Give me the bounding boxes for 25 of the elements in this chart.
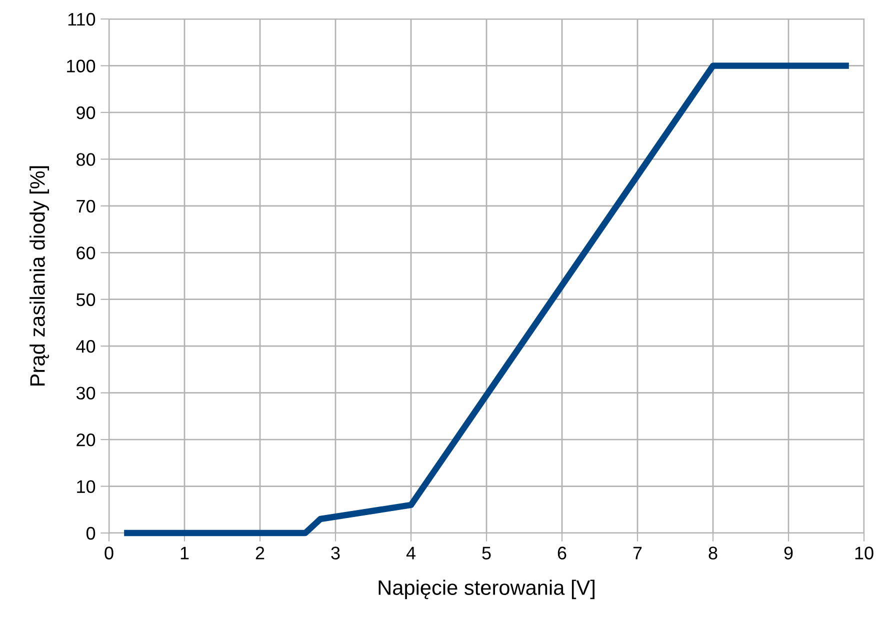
x-tick-label: 7 — [633, 546, 642, 560]
y-axis-title: Prąd zasilania diody [%] — [30, 166, 50, 386]
y-tick-label: 50 — [76, 293, 96, 306]
y-tick-label: 80 — [76, 153, 96, 166]
x-axis-title: Napięcie sterowania [V] — [378, 580, 594, 600]
x-tick-label: 2 — [256, 546, 264, 560]
x-tick-label: 1 — [180, 546, 189, 560]
x-tick-label: 3 — [331, 546, 340, 560]
x-tick-label: 0 — [104, 546, 114, 560]
y-tick-label: 100 — [67, 60, 96, 72]
y-tick-label: 40 — [76, 340, 96, 353]
y-tick-label: 20 — [76, 433, 96, 446]
y-tick-label: 30 — [76, 386, 96, 400]
x-tick-label: 4 — [406, 546, 416, 560]
y-tick-label: 110 — [68, 12, 96, 26]
y-tick-label: 10 — [77, 480, 96, 493]
y-tick-label: 0 — [86, 526, 96, 540]
x-tick-label: 8 — [708, 546, 718, 560]
x-tick-label: 10 — [855, 546, 874, 560]
y-tick-label: 70 — [76, 200, 96, 213]
x-tick-label: 9 — [784, 546, 793, 560]
x-tick-label: 5 — [482, 546, 491, 560]
y-tick-label: 60 — [76, 246, 96, 260]
y-tick-label: 90 — [76, 106, 96, 120]
x-tick-label: 6 — [558, 546, 566, 560]
